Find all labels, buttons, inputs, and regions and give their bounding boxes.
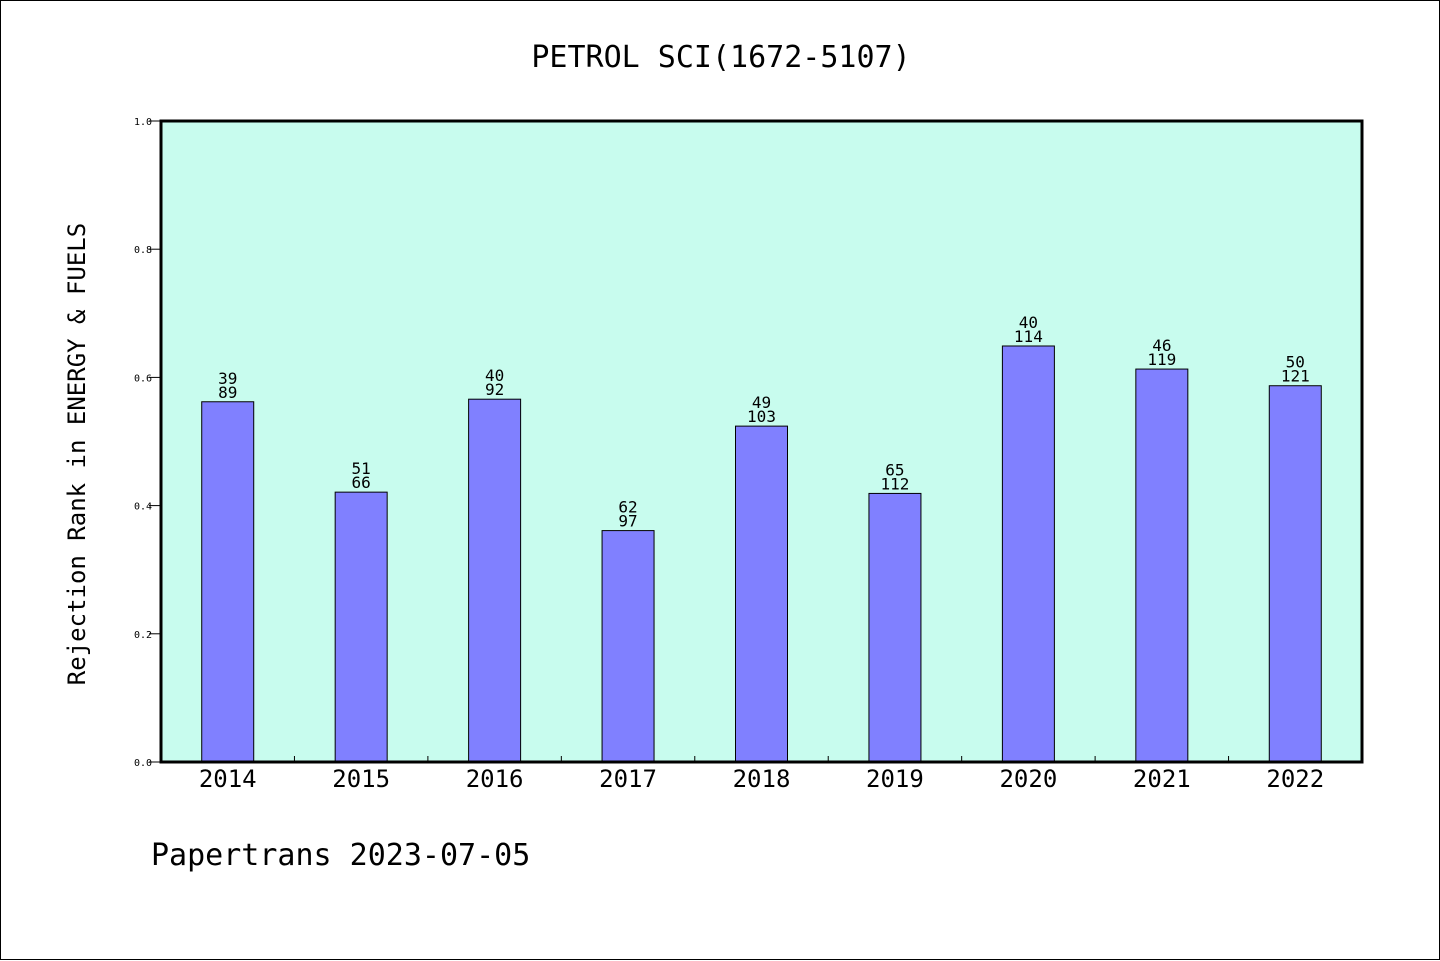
bar-2015 [334,491,388,763]
bar-2022 [1268,385,1322,763]
plot-border [159,119,1364,764]
y-tick-label-0.8: 0.8 [134,245,152,256]
x-tick-label-2016: 2016 [466,765,524,793]
bar-2021 [1135,368,1189,763]
footer-text: Papertrans 2023-07-05 [151,838,530,873]
x-tick-label-2022: 2022 [1266,765,1324,793]
bar-rank-label-2016: 40 [485,366,504,385]
bar-rank-label-2022: 50 [1286,353,1305,372]
bar-2017 [601,530,655,763]
bar-total-label-2014: 89 [218,383,237,402]
bar-total-label-2016: 92 [485,380,504,399]
y-tick-label-1.0: 1.0 [134,117,152,128]
bar-2018 [735,425,788,763]
bar-2019 [868,492,922,763]
bar-total-label-2021: 119 [1147,350,1176,369]
bar-total-label-2022: 121 [1281,367,1310,386]
y-tick-label-0.0: 0.0 [134,758,152,769]
bar-2020 [1001,345,1055,763]
bar-rank-label-2015: 51 [352,459,371,478]
bar-2016 [468,398,522,763]
y-tick-label-0.4: 0.4 [134,502,152,513]
x-tick-label-2015: 2015 [332,765,390,793]
y-tick-label-0.2: 0.2 [134,630,152,641]
bar-rank-label-2021: 46 [1152,336,1171,355]
bar-rank-label-2020: 40 [1019,313,1038,332]
x-tick-label-2019: 2019 [866,765,924,793]
chart-title: PETROL SCI(1672-5107) [531,40,910,75]
bar-rank-label-2014: 39 [218,369,237,388]
x-tick-label-2021: 2021 [1133,765,1191,793]
bar-total-label-2019: 112 [880,474,909,493]
bar-rank-label-2019: 65 [885,460,904,479]
bar-rank-label-2017: 62 [618,498,637,517]
x-tick-label-2018: 2018 [733,765,791,793]
bar-total-label-2018: 103 [747,407,776,426]
bar-2014 [201,401,255,763]
y-axis: 0.0 0.2 0.4 0.6 0.8 1.0 [134,117,161,769]
bar-rank-label-2018: 49 [752,393,771,412]
x-axis: 2014 2015 2016 2017 2018 2019 2020 2021 2022 [199,756,1324,793]
bar-total-label-2017: 97 [618,512,637,531]
x-tick-label-2020: 2020 [999,765,1057,793]
x-tick-label-2014: 2014 [199,765,257,793]
bar-total-label-2015: 66 [352,473,371,492]
y-axis-label: Rejection Rank in ENERGY & FUELS [63,223,91,685]
y-tick-label-0.6: 0.6 [134,373,152,384]
x-tick-label-2017: 2017 [599,765,657,793]
bar-total-label-2020: 114 [1014,327,1043,346]
